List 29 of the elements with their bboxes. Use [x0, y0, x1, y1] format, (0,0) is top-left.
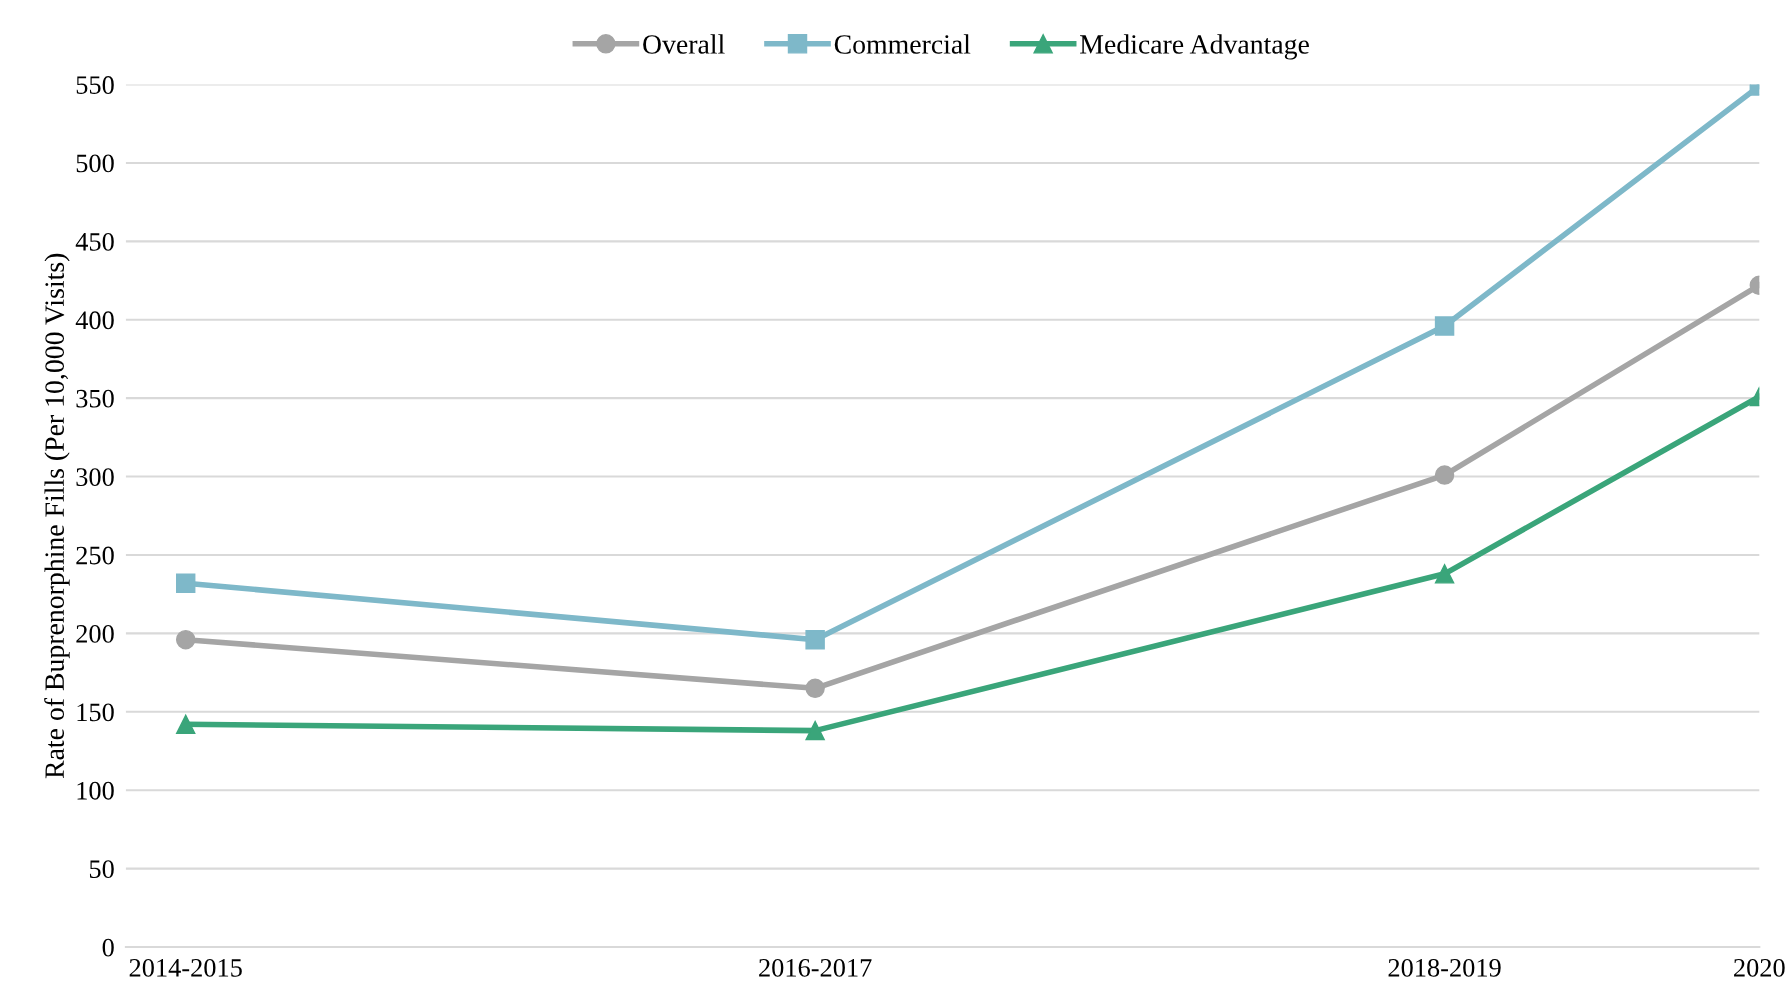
x-tick-label: 2014-2015 — [129, 958, 242, 977]
x-tick-label: 2016-2017 — [759, 958, 872, 977]
y-tick-label: 150 — [77, 703, 114, 722]
point — [805, 720, 825, 741]
point — [1434, 316, 1455, 336]
point — [805, 629, 825, 650]
point — [1434, 465, 1455, 485]
y-tick-label: 400 — [75, 311, 114, 330]
x-tick-label: 2020 — [1734, 958, 1785, 977]
y-axis-title: Rate of Buprenorphine Fills (Per 10,000 Visits) — [44, 253, 70, 779]
point — [805, 678, 825, 699]
point — [175, 714, 196, 735]
y-tick-label: 250 — [76, 546, 114, 565]
y-tick-label: 550 — [76, 76, 114, 94]
y-tick-label: 450 — [75, 232, 114, 251]
y-tick-label: 0 — [102, 938, 114, 957]
y-tick-label: 350 — [76, 389, 114, 408]
y-tick-label: 300 — [76, 468, 114, 486]
point — [175, 573, 196, 593]
y-tick-label: 500 — [76, 154, 114, 173]
y-tick-label: 200 — [76, 625, 114, 643]
y-tick-label: 100 — [77, 781, 114, 800]
point — [1434, 564, 1455, 584]
legend-label: Commercial — [834, 34, 971, 54]
legend-label: Overall — [643, 34, 725, 54]
y-tick-label: 50 — [89, 860, 114, 879]
legend-label: Medicare Advantage — [1080, 34, 1309, 60]
x-tick-label: 2018-2019 — [1388, 958, 1501, 977]
point — [175, 629, 196, 650]
